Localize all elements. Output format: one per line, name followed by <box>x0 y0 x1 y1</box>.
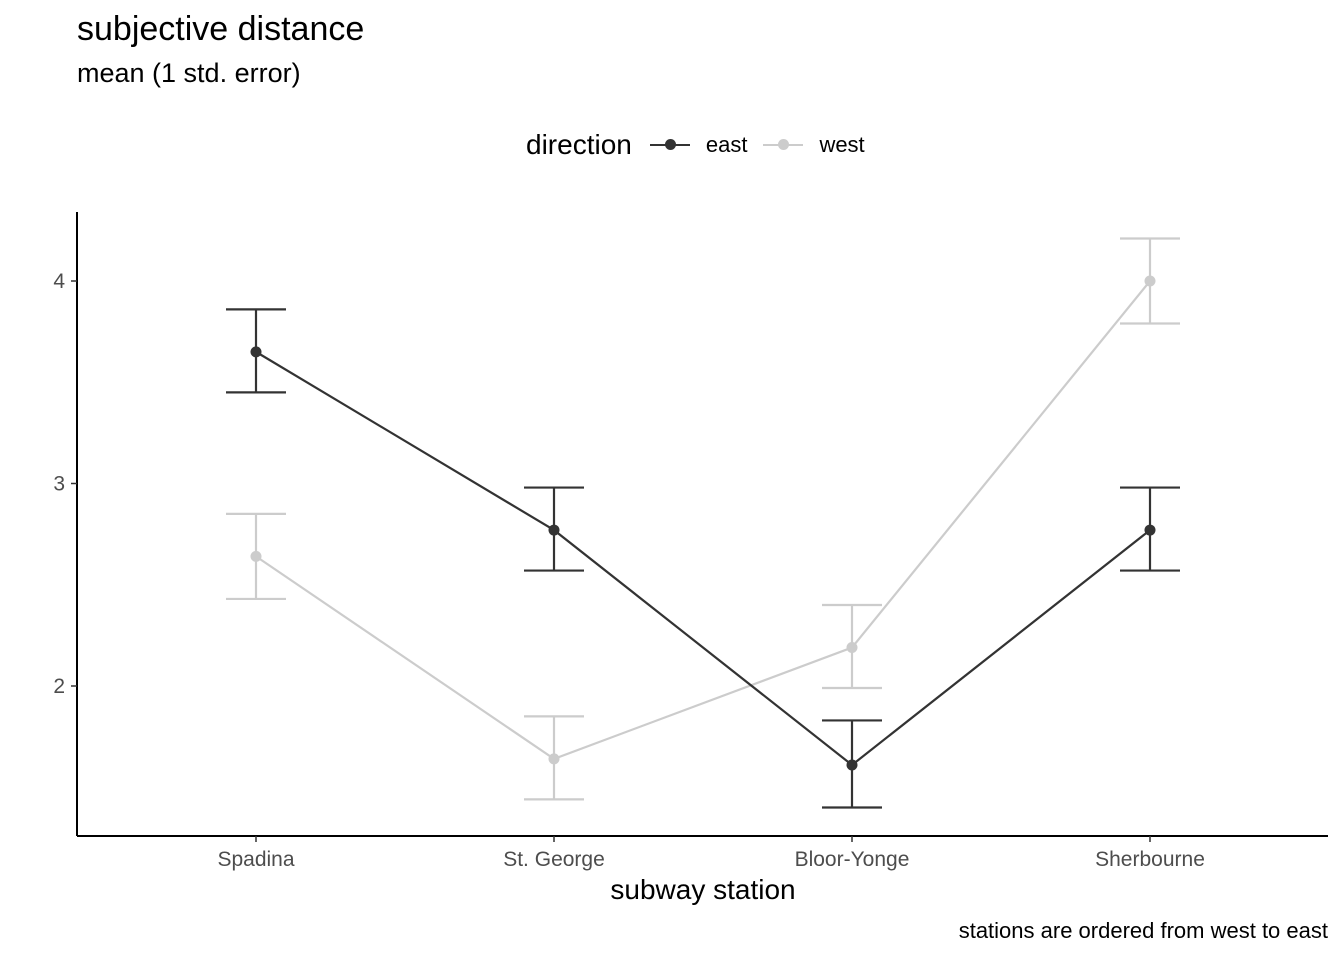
point-west-1 <box>548 753 560 765</box>
legend-label-west: west <box>819 132 865 157</box>
x-tick-label-spadina: Spadina <box>217 848 294 871</box>
series-line-west <box>255 280 1151 761</box>
point-east-1 <box>548 524 560 536</box>
legend-item-west: west <box>763 128 865 162</box>
y-tick-label-4: 4 <box>53 270 65 293</box>
chart-title: subjective distance <box>77 10 365 48</box>
x-tick-label-bloor-yonge: Bloor-Yonge <box>795 848 910 871</box>
point-west-0 <box>250 550 262 562</box>
legend-key-west <box>763 128 804 162</box>
x-axis-label: subway station <box>610 874 796 905</box>
legend-key-east <box>649 128 690 162</box>
point-west-2 <box>846 642 858 654</box>
series-line-east <box>255 350 1151 767</box>
chart-caption: stations are ordered from west to east <box>958 918 1328 943</box>
x-tick-label-st-george: St. George <box>503 848 605 871</box>
point-east-3 <box>1144 524 1156 536</box>
point-west-3 <box>1144 275 1156 287</box>
chart-subtitle: mean (1 std. error) <box>77 58 301 88</box>
legend-title: direction <box>526 129 632 160</box>
x-tick-label-sherbourne: Sherbourne <box>1095 848 1205 871</box>
y-tick-label-2: 2 <box>53 675 65 698</box>
legend: direction east west <box>526 128 881 162</box>
point-east-2 <box>846 759 858 771</box>
y-tick-label-3: 3 <box>53 473 65 496</box>
legend-label-east: east <box>705 132 748 157</box>
legend-item-east: east <box>649 128 748 162</box>
point-east-0 <box>250 346 262 358</box>
